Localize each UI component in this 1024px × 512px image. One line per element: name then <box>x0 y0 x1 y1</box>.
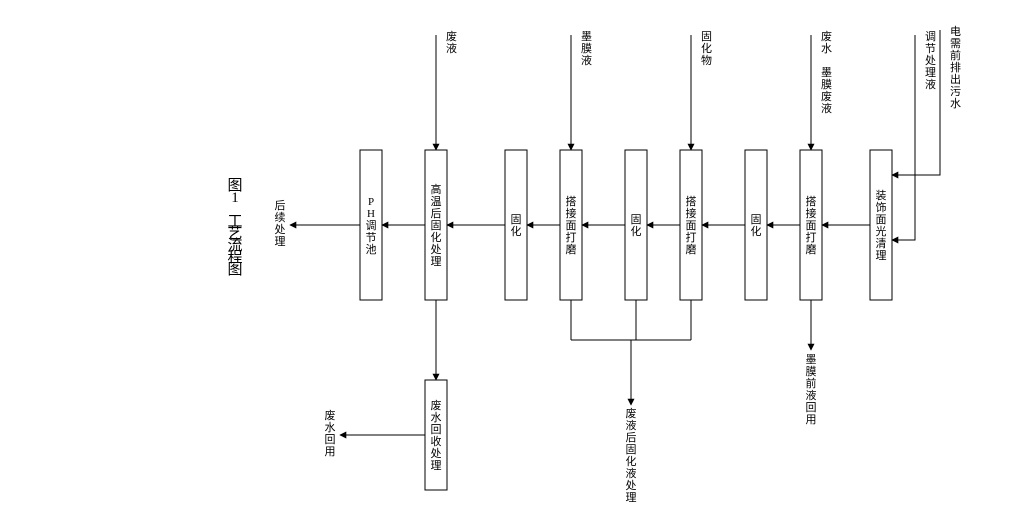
input-label: 废水 墨膜废液 <box>821 29 832 115</box>
process-label: 废水回收处理 <box>431 398 442 472</box>
output-label: 废水回用 <box>325 408 336 458</box>
process-label: 搭接面打磨 <box>566 195 577 256</box>
output-label: 废液后固化液处理 <box>626 406 637 504</box>
output-label: 墨膜前液回用 <box>806 353 817 426</box>
process-label: 搭接面打磨 <box>686 195 697 256</box>
process-label: 固化 <box>631 213 642 238</box>
figure-caption: 图1 工艺流程图 <box>227 177 242 278</box>
input-label: 废液 <box>446 29 457 55</box>
process-label: 搭接面打磨 <box>806 195 817 256</box>
input-label: 电需前排出污水 <box>950 25 961 110</box>
process-label: 装饰面光清理 <box>876 189 887 262</box>
input-label: 固化物 <box>701 30 712 67</box>
input-arrow <box>892 35 915 240</box>
process-label: 高温后固化处理 <box>431 182 442 268</box>
input-label: 调节处理液 <box>925 30 936 91</box>
process-label: 固化 <box>511 213 522 238</box>
process-label: 固化 <box>751 213 762 238</box>
output-label: 后续处理 <box>275 199 286 248</box>
input-label: 墨膜液 <box>581 30 592 67</box>
